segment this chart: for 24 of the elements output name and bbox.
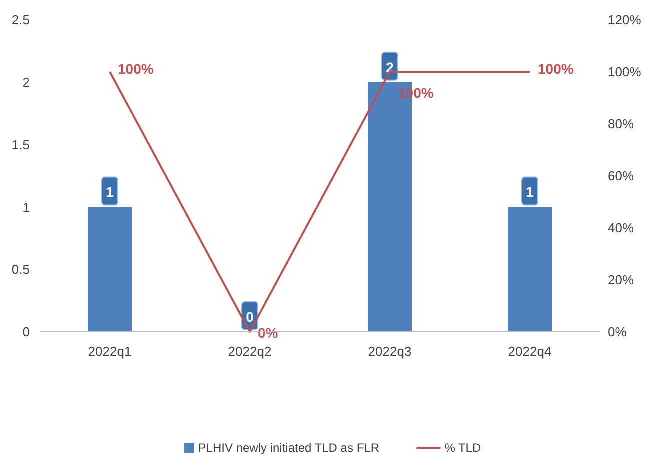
y-tick-label: 1 bbox=[22, 200, 30, 215]
x-tick-label: 2022q2 bbox=[228, 344, 272, 359]
data-label: 100% bbox=[118, 61, 154, 77]
x-tick-label: 2022q1 bbox=[88, 344, 132, 359]
y2-tick-label: 0% bbox=[608, 324, 628, 340]
data-label: 100% bbox=[538, 61, 574, 77]
y-tick-label: 2.5 bbox=[12, 12, 30, 28]
y2-tick-label: 20% bbox=[608, 272, 634, 288]
x-tick-label: 2022q3 bbox=[368, 344, 412, 359]
y2-tick-label: 100% bbox=[608, 64, 642, 80]
legend-label: % TLD bbox=[444, 441, 482, 456]
y2-tick-label: 120% bbox=[608, 12, 642, 28]
y-tick-label: 1.5 bbox=[12, 137, 30, 152]
data-label: 1 bbox=[106, 184, 114, 200]
y2-tick-label: 80% bbox=[608, 116, 634, 132]
x-tick-label: 2022q4 bbox=[508, 344, 552, 359]
y2-tick-label: 60% bbox=[608, 168, 634, 184]
y-tick-label: 0 bbox=[22, 324, 30, 340]
data-label: 0 bbox=[246, 309, 254, 325]
y2-tick-label: 40% bbox=[608, 220, 634, 236]
data-label: 1 bbox=[526, 184, 534, 200]
y-tick-label: 2 bbox=[22, 74, 30, 90]
legend-label: PLHIV newly initiated TLD as FLR bbox=[198, 441, 380, 456]
y-tick-label: 0.5 bbox=[12, 262, 30, 278]
